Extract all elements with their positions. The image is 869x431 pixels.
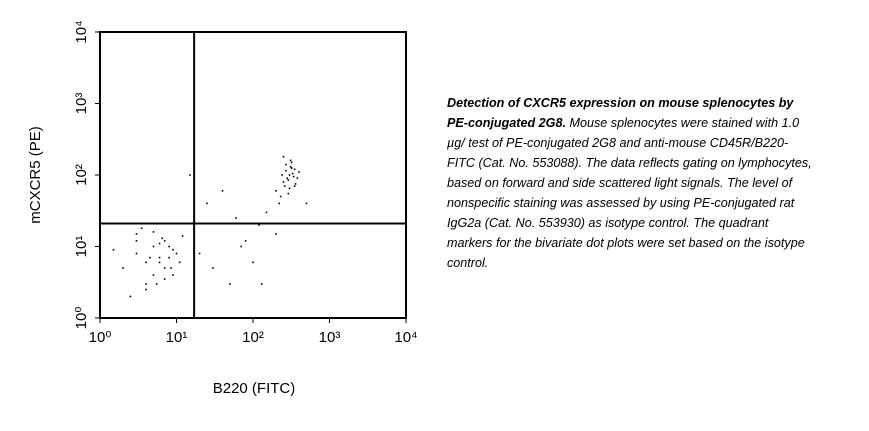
dot	[206, 202, 208, 205]
dot	[289, 159, 292, 162]
dot	[161, 237, 163, 240]
dot	[287, 192, 290, 195]
x-tick-label: 10⁰	[89, 329, 112, 346]
y-tick-label: 10¹	[73, 236, 90, 258]
dot	[275, 190, 277, 192]
plot-frame	[99, 31, 407, 319]
chart: B220 (FITC) mCXCR5 (PE) 10⁰ 10¹ 10² 10³ 10⁴ 1…	[27, 20, 418, 397]
dot	[265, 211, 268, 214]
x-tick-label: 10²	[242, 329, 264, 346]
dot	[140, 227, 143, 230]
dot	[149, 256, 151, 259]
dot	[135, 233, 138, 235]
dot	[286, 177, 289, 180]
dot	[278, 202, 280, 205]
dot	[288, 174, 291, 176]
dot	[145, 261, 147, 264]
dot	[152, 231, 155, 233]
dot	[289, 166, 292, 168]
dot	[135, 252, 138, 255]
dot	[145, 288, 147, 291]
dot	[175, 252, 178, 255]
x-tick-label: 10⁴	[394, 329, 417, 346]
dot	[294, 183, 297, 185]
dot	[212, 267, 214, 269]
y-tick-label: 10⁴	[73, 20, 90, 43]
dot	[158, 242, 161, 245]
dot	[172, 274, 174, 276]
dot	[155, 283, 158, 285]
dot	[298, 171, 300, 173]
dot	[221, 190, 224, 192]
dot	[283, 185, 286, 187]
dot	[258, 224, 260, 226]
dot	[282, 155, 285, 158]
dot	[170, 267, 172, 269]
caption-text: Mouse splenocytes were stained with 1.0 …	[447, 116, 812, 270]
dot	[282, 181, 285, 183]
dot	[112, 248, 115, 251]
dot	[252, 261, 254, 264]
dot	[281, 174, 283, 176]
dot	[163, 278, 166, 280]
dot	[163, 240, 166, 242]
dot	[290, 161, 293, 164]
dot	[145, 283, 147, 285]
dot	[293, 185, 296, 187]
dot	[122, 267, 124, 269]
dot	[189, 174, 191, 176]
dot	[291, 172, 294, 175]
dot	[168, 245, 170, 248]
x-tick-label: 10³	[319, 329, 341, 346]
dot	[152, 245, 155, 248]
dot	[181, 235, 184, 237]
y-tick-label: 10⁰	[73, 307, 90, 330]
dot	[135, 240, 138, 242]
dot	[244, 240, 247, 242]
dot	[172, 248, 174, 251]
dot	[285, 169, 287, 172]
dot	[178, 261, 181, 264]
dot	[279, 195, 282, 198]
y-tick-label: 10²	[73, 164, 90, 186]
dot	[198, 252, 201, 255]
dot	[296, 177, 299, 180]
dot	[240, 245, 242, 248]
dot	[292, 175, 295, 178]
dot	[260, 283, 263, 285]
x-axis-label: B220 (FITC)	[213, 380, 296, 397]
x-tick-label: 10¹	[166, 329, 188, 346]
dot	[275, 233, 277, 235]
caption: Detection of CXCR5 expression on mouse s…	[447, 93, 812, 273]
dot	[129, 295, 132, 298]
dot	[168, 256, 170, 259]
dot	[285, 163, 287, 166]
dot	[293, 168, 296, 171]
dot	[158, 256, 161, 259]
dot	[290, 167, 293, 169]
dot	[305, 202, 308, 205]
dot	[163, 267, 166, 269]
dot	[287, 179, 290, 181]
dot	[158, 261, 161, 264]
dot	[229, 283, 231, 285]
y-axis-label: mCXCR5 (PE)	[27, 126, 44, 224]
dot	[152, 274, 155, 276]
y-tick-label: 10³	[73, 93, 90, 115]
dot	[288, 187, 291, 190]
caption-title: Detection of CXCR5 expression on mouse s…	[447, 96, 794, 130]
dot	[235, 217, 237, 219]
